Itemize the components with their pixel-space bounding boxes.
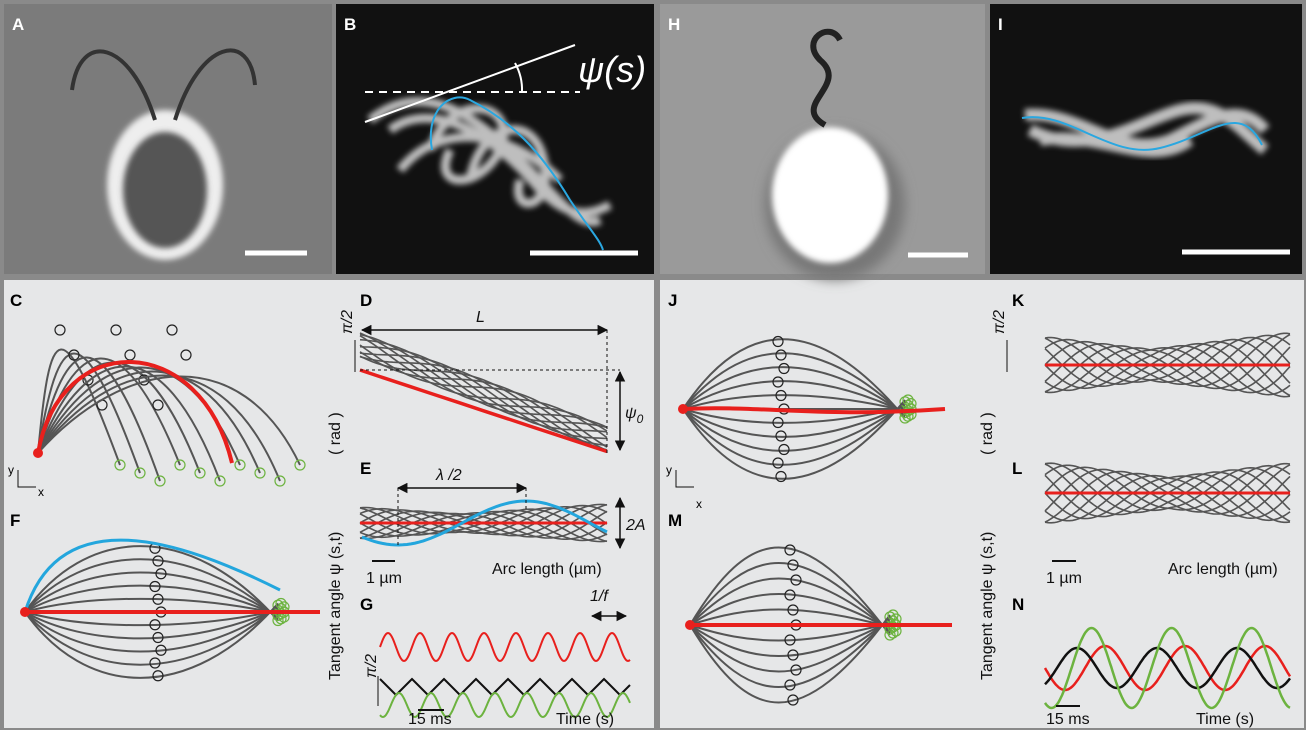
length-label: L bbox=[476, 309, 485, 326]
panel-label: C bbox=[10, 291, 22, 310]
panel-label: K bbox=[1012, 291, 1025, 310]
origin bbox=[678, 404, 688, 414]
axis-label: Tangent angle ψ (s,t) bbox=[327, 532, 344, 680]
axis-y: y bbox=[666, 463, 672, 477]
period-label: 1/f bbox=[590, 588, 609, 605]
origin bbox=[685, 620, 695, 630]
axis-x: x bbox=[696, 497, 702, 511]
scale-label: 1 µm bbox=[366, 570, 402, 587]
panel-label: N bbox=[1012, 595, 1024, 614]
x-axis-label: Time (s) bbox=[1196, 711, 1254, 728]
angle-label: ψ(s) bbox=[578, 49, 646, 90]
axis-y: y bbox=[8, 463, 14, 477]
panel-label: D bbox=[360, 291, 372, 310]
axis-x: x bbox=[38, 485, 44, 499]
figure: A B C D E F G H I J K L M N ψ(s) L ψ0 λ … bbox=[0, 0, 1306, 730]
panel-label: E bbox=[360, 459, 371, 478]
panel-label: H bbox=[668, 15, 680, 34]
axis-unit: ( rad ) bbox=[327, 412, 344, 455]
amplitude-label: 2A bbox=[625, 517, 646, 534]
panel-label: M bbox=[668, 511, 682, 530]
scale-label: 15 ms bbox=[1046, 711, 1090, 728]
origin bbox=[20, 607, 30, 617]
psi0-subscript: 0 bbox=[637, 412, 644, 426]
panel-label: A bbox=[12, 15, 24, 34]
x-axis-label: Arc length (µm) bbox=[492, 561, 602, 578]
x-axis-label: Arc length (µm) bbox=[1168, 561, 1278, 578]
pi-half: π/2 bbox=[363, 654, 380, 678]
pi-half: π/2 bbox=[991, 310, 1008, 334]
panel-label: B bbox=[344, 15, 356, 34]
axis-label: Tangent angle ψ (s,t) bbox=[979, 532, 996, 680]
pi-half: π/2 bbox=[339, 310, 356, 334]
psi0-symbol: ψ bbox=[625, 405, 637, 422]
wavelength-label: λ /2 bbox=[435, 467, 462, 484]
axis-unit: ( rad ) bbox=[979, 412, 996, 455]
panel-label: I bbox=[998, 15, 1003, 34]
cell bbox=[772, 127, 888, 263]
panel-label: L bbox=[1012, 459, 1022, 478]
panel-label: F bbox=[10, 511, 20, 530]
x-axis-label: Time (s) bbox=[556, 711, 614, 728]
panel-label: G bbox=[360, 595, 373, 614]
scale-label: 15 ms bbox=[408, 711, 452, 728]
panel-label: J bbox=[668, 291, 677, 310]
cell-interior bbox=[123, 132, 207, 248]
scale-label: 1 µm bbox=[1046, 570, 1082, 587]
origin bbox=[33, 448, 43, 458]
